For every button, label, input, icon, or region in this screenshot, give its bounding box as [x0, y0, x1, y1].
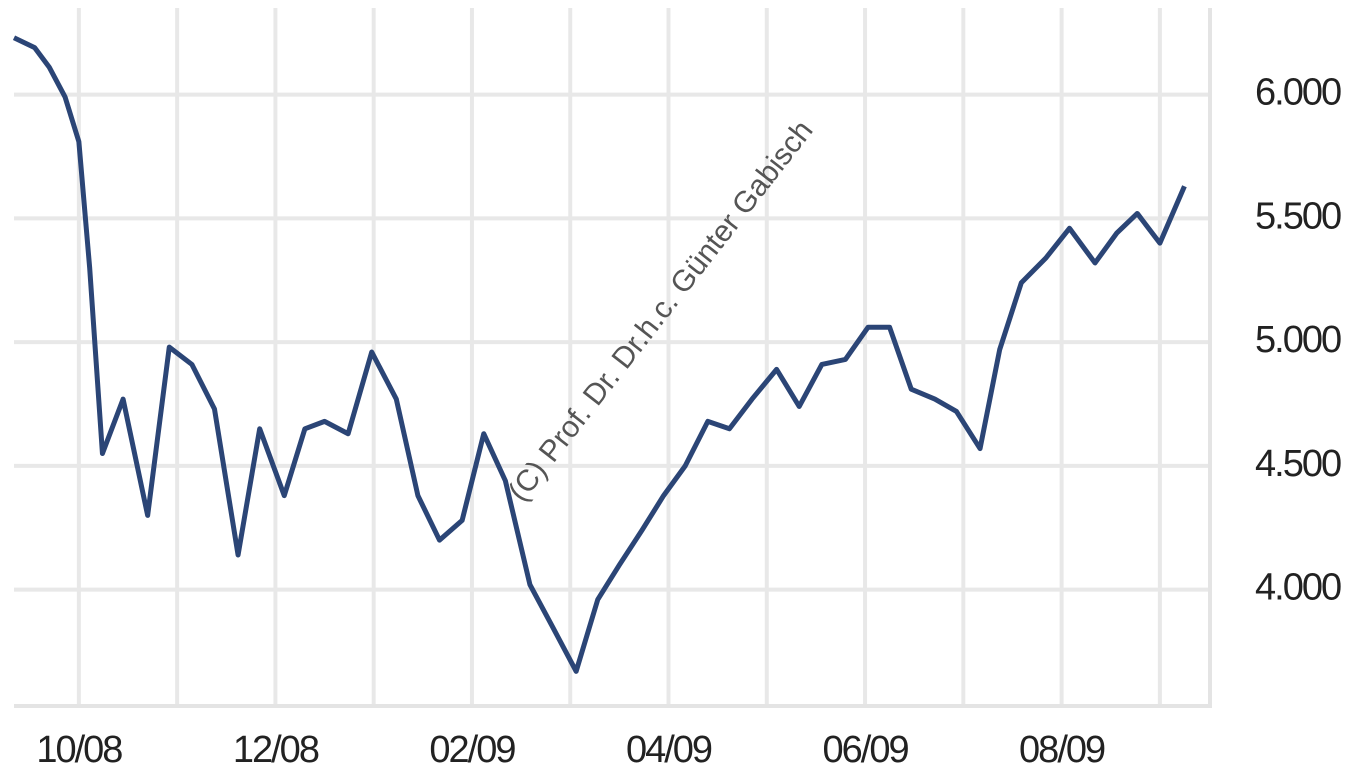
x-tick-label: 12/08: [233, 729, 319, 771]
x-tick-label: 02/09: [429, 729, 515, 771]
line: [12, 35, 1187, 674]
x-tick-label: 06/09: [823, 729, 909, 771]
y-tick-label: 6.000: [1255, 72, 1341, 114]
y-tick-label: 4.500: [1255, 443, 1341, 485]
x-tick-label: 08/09: [1019, 729, 1105, 771]
y-tick-label: 5.500: [1255, 195, 1341, 237]
watermark: (C) Prof. Dr. Dr.h.c. Günter Gabisch: [502, 114, 820, 507]
x-tick-label: 10/08: [36, 729, 122, 771]
y-tick-label: 4.000: [1255, 567, 1341, 609]
y-tick-label: 5.000: [1255, 319, 1341, 361]
x-tick-label: 04/09: [626, 729, 712, 771]
